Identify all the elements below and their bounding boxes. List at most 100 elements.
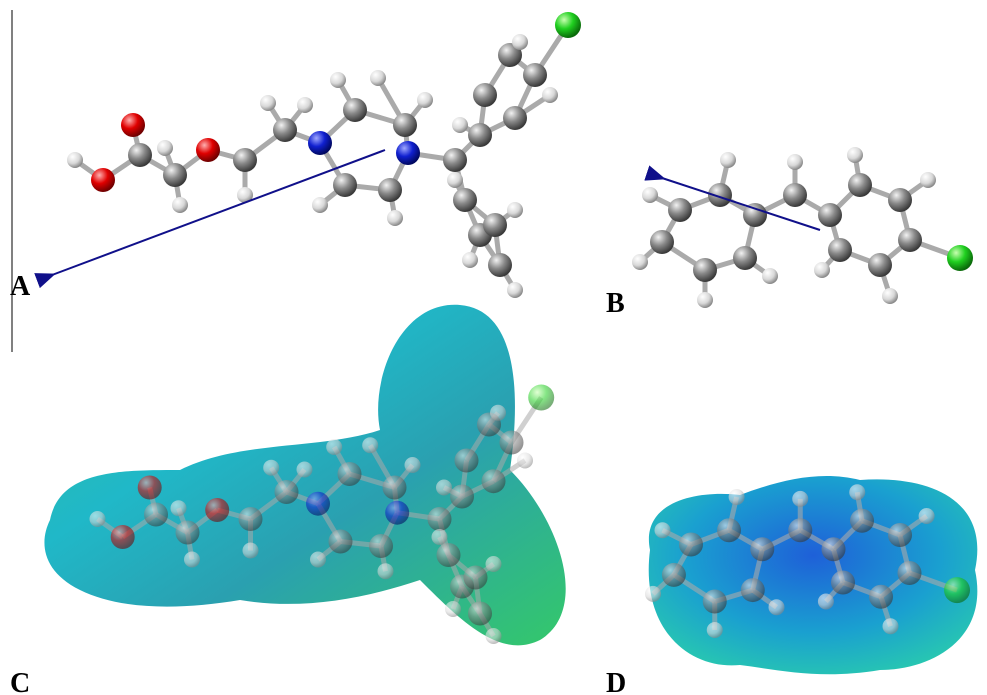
atom [462, 252, 478, 268]
atom [645, 586, 661, 602]
figure: A B C D [0, 0, 987, 695]
atom [818, 594, 834, 610]
atom [455, 449, 479, 473]
atom [128, 143, 152, 167]
atom [733, 246, 757, 270]
atom [205, 498, 229, 522]
atom [369, 534, 393, 558]
atom [919, 508, 935, 524]
atom [693, 258, 717, 282]
atom [707, 622, 723, 638]
atom [787, 154, 803, 170]
atom [555, 12, 581, 38]
atom [437, 543, 461, 567]
atom [888, 523, 912, 547]
atom [486, 556, 502, 572]
atom [828, 238, 852, 262]
atom [642, 187, 658, 203]
atom [308, 131, 332, 155]
atom [163, 163, 187, 187]
atom [243, 543, 259, 559]
atom [378, 178, 402, 202]
atom [868, 253, 892, 277]
atom [697, 292, 713, 308]
atom [362, 437, 378, 453]
atom [869, 585, 893, 609]
atom [850, 509, 874, 533]
atom [783, 183, 807, 207]
atom [500, 431, 524, 455]
atom [67, 152, 83, 168]
atom [405, 457, 421, 473]
atom [814, 262, 830, 278]
atom [655, 522, 671, 538]
atom [788, 518, 812, 542]
atom [523, 63, 547, 87]
atom [330, 72, 346, 88]
atom [443, 148, 467, 172]
atom [848, 173, 872, 197]
atom [447, 172, 463, 188]
atom [387, 210, 403, 226]
atom [396, 141, 420, 165]
atom [847, 147, 863, 163]
atom [297, 97, 313, 113]
atom [196, 138, 220, 162]
atom [792, 491, 808, 507]
atom [452, 117, 468, 133]
atom [490, 405, 506, 421]
atom [111, 525, 135, 549]
atom [468, 602, 492, 626]
atom [233, 148, 257, 172]
atom [383, 476, 407, 500]
atom [260, 95, 276, 111]
atom [882, 288, 898, 304]
panel-label: B [606, 288, 625, 319]
atom [436, 480, 452, 496]
atom [144, 503, 168, 527]
atom [90, 511, 106, 527]
atom [528, 385, 554, 411]
atom [157, 140, 173, 156]
atom [417, 92, 433, 108]
atom [370, 70, 386, 86]
atom [920, 172, 936, 188]
atom [486, 628, 502, 644]
atom [831, 571, 855, 595]
atom [741, 578, 765, 602]
atom [171, 500, 187, 516]
atom [184, 552, 200, 568]
atom [898, 561, 922, 585]
atom [483, 213, 507, 237]
atom [898, 228, 922, 252]
panel-label: A [10, 271, 31, 302]
atom [273, 118, 297, 142]
atom [883, 618, 899, 634]
atom [450, 485, 474, 509]
atom [343, 98, 367, 122]
atom [947, 245, 973, 271]
atom [239, 507, 263, 531]
atom [750, 537, 774, 561]
atom [822, 537, 846, 561]
atom [172, 197, 188, 213]
atom [503, 106, 527, 130]
atom [679, 533, 703, 557]
atom [329, 530, 353, 554]
atom [378, 563, 394, 579]
atom [385, 501, 409, 525]
atom [338, 462, 362, 486]
panel-label: C [10, 668, 30, 695]
atom [445, 601, 461, 617]
atom [297, 462, 313, 478]
atom [473, 83, 497, 107]
atom [818, 203, 842, 227]
panel-label: D [606, 668, 626, 695]
atom [488, 253, 512, 277]
atom [762, 268, 778, 284]
surface-d [649, 476, 978, 674]
atom [432, 529, 448, 545]
atom [453, 188, 477, 212]
atom [275, 480, 299, 504]
atom [849, 484, 865, 500]
